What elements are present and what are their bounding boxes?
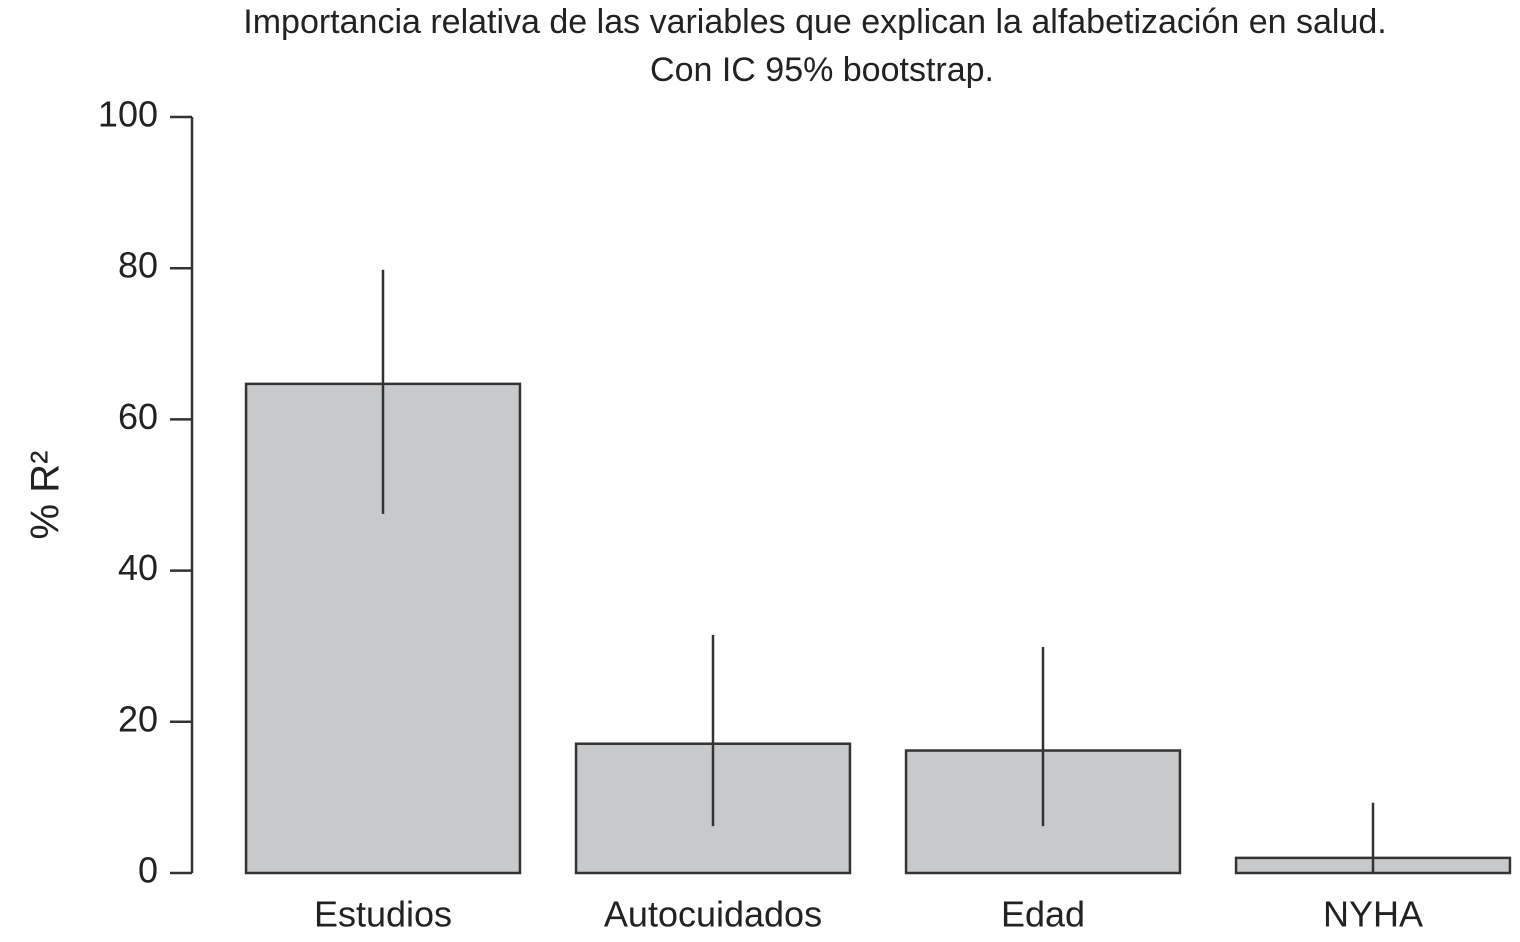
y-tick-label: 100 bbox=[98, 94, 158, 135]
y-tick-label: 60 bbox=[118, 396, 158, 437]
x-tick-label: Autocuidados bbox=[604, 894, 822, 935]
y-axis-label: % R² bbox=[24, 451, 68, 540]
x-tick-label: Edad bbox=[1001, 894, 1085, 935]
y-tick-label: 40 bbox=[118, 547, 158, 588]
x-tick-label: NYHA bbox=[1323, 894, 1423, 935]
y-tick-label: 80 bbox=[118, 245, 158, 286]
x-tick-label: Estudios bbox=[314, 894, 452, 935]
y-tick-label: 20 bbox=[118, 698, 158, 739]
chart-title: Importancia relativa de las variables qu… bbox=[243, 3, 1386, 41]
y-tick-label: 0 bbox=[138, 850, 158, 891]
chart-subtitle: Con IC 95% bootstrap. bbox=[650, 51, 994, 89]
